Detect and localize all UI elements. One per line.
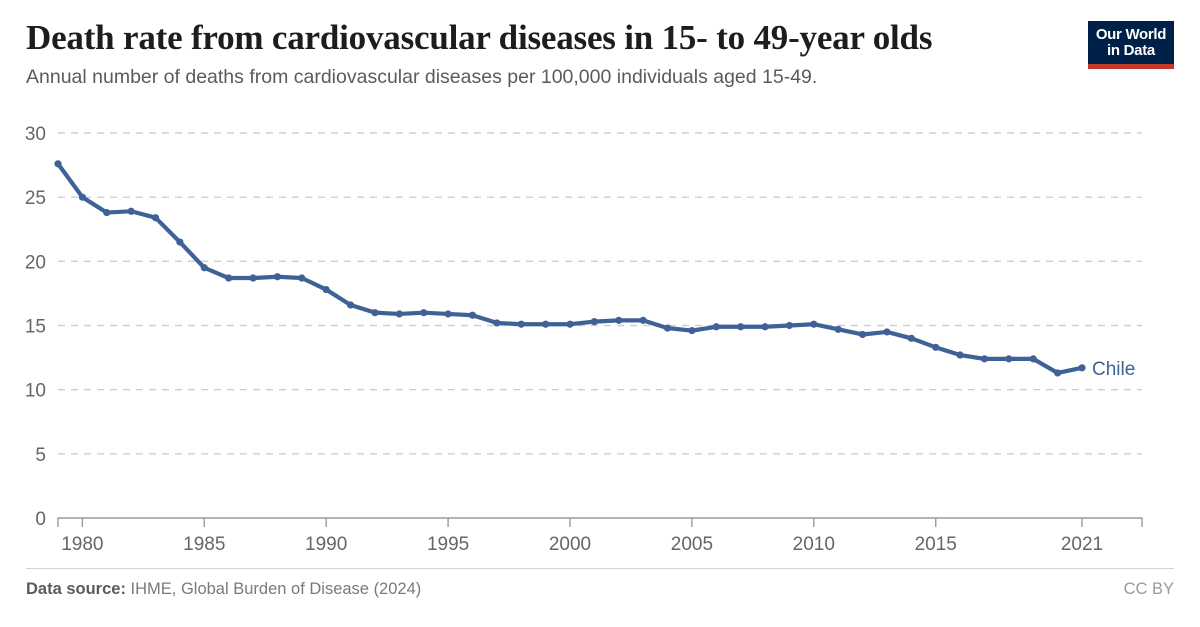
data-point[interactable] bbox=[151, 214, 160, 222]
data-point[interactable] bbox=[688, 327, 696, 335]
data-point[interactable] bbox=[858, 330, 867, 339]
x-axis-tick-label: 2021 bbox=[1061, 534, 1103, 555]
y-axis-tick-label: 10 bbox=[25, 381, 46, 402]
y-axis-tick-label: 25 bbox=[25, 188, 46, 209]
data-point[interactable] bbox=[127, 207, 135, 215]
data-point[interactable] bbox=[176, 238, 184, 246]
data-point[interactable] bbox=[395, 310, 403, 318]
x-axis-line bbox=[57, 517, 1143, 527]
data-source-label: Data source: bbox=[26, 579, 126, 598]
logo-line-2: in Data bbox=[1107, 42, 1155, 60]
data-point[interactable] bbox=[737, 323, 745, 331]
x-axis-tick-label: 1990 bbox=[305, 534, 347, 555]
data-source-value: IHME, Global Burden of Disease (2024) bbox=[125, 579, 422, 598]
data-point[interactable] bbox=[810, 320, 818, 328]
data-point[interactable] bbox=[371, 309, 379, 317]
chart-subtitle: Annual number of deaths from cardiovascu… bbox=[26, 66, 818, 89]
data-source: Data source: IHME, Global Burden of Dise… bbox=[26, 580, 421, 599]
data-point[interactable] bbox=[542, 320, 550, 328]
license-label[interactable]: CC BY bbox=[1123, 579, 1174, 598]
x-axis-tick-label: 2015 bbox=[915, 534, 957, 555]
data-point[interactable] bbox=[103, 208, 111, 217]
y-axis-labels-group: 0 5 10 15 20 25 30 bbox=[25, 124, 46, 530]
x-axis-group bbox=[57, 517, 1143, 527]
series-label-group[interactable]: Chile bbox=[1092, 359, 1135, 380]
x-axis-tick-label: 2005 bbox=[671, 534, 713, 555]
data-point[interactable] bbox=[615, 316, 623, 324]
y-axis-tick-label: 15 bbox=[25, 317, 46, 338]
data-point[interactable] bbox=[566, 320, 574, 328]
data-point[interactable] bbox=[712, 323, 720, 331]
x-axis-tick-label: 1980 bbox=[61, 534, 103, 555]
y-axis-tick-label: 5 bbox=[35, 445, 46, 466]
data-point[interactable] bbox=[298, 274, 306, 282]
chart-footer: Data source: IHME, Global Burden of Dise… bbox=[26, 568, 1174, 609]
data-point[interactable] bbox=[493, 319, 501, 327]
series-label-chile[interactable]: Chile bbox=[1092, 359, 1135, 380]
data-point[interactable] bbox=[468, 311, 477, 319]
data-point[interactable] bbox=[1005, 355, 1013, 363]
data-point[interactable] bbox=[346, 301, 355, 309]
data-point[interactable] bbox=[225, 274, 233, 282]
x-axis-labels-group: 1980 1985 1990 1995 2000 2005 2010 2015 2021 bbox=[61, 534, 1103, 555]
plot-area[interactable]: 0 5 10 15 20 25 30 1980 1985 1990 1995 2000 2005 201… bbox=[0, 108, 1200, 558]
data-point[interactable] bbox=[907, 334, 915, 342]
data-point[interactable] bbox=[761, 323, 769, 331]
data-point[interactable] bbox=[1029, 355, 1037, 363]
data-point[interactable] bbox=[249, 274, 257, 282]
data-point[interactable] bbox=[200, 264, 208, 272]
data-point[interactable] bbox=[980, 355, 989, 363]
data-point[interactable] bbox=[322, 285, 330, 294]
data-point[interactable] bbox=[517, 320, 525, 328]
y-axis-tick-label: 30 bbox=[25, 124, 46, 145]
y-axis-tick-label: 0 bbox=[35, 509, 46, 530]
data-point[interactable] bbox=[956, 351, 964, 359]
x-axis-tick-label: 2010 bbox=[793, 534, 835, 555]
data-series-group[interactable] bbox=[54, 160, 1086, 377]
data-point[interactable] bbox=[1054, 369, 1062, 377]
data-point[interactable] bbox=[932, 343, 940, 351]
data-point[interactable] bbox=[78, 193, 86, 201]
our-world-in-data-logo[interactable]: Our World in Data bbox=[1088, 21, 1174, 70]
chart-header: Death rate from cardiovascular diseases … bbox=[0, 0, 1200, 90]
x-axis-tick-label: 2000 bbox=[549, 534, 591, 555]
data-point[interactable] bbox=[420, 309, 428, 317]
x-axis-tick-label: 1995 bbox=[427, 534, 469, 555]
data-point[interactable] bbox=[444, 310, 452, 318]
data-point[interactable] bbox=[590, 318, 598, 326]
series-line[interactable] bbox=[55, 161, 1085, 376]
data-point[interactable] bbox=[273, 273, 282, 281]
data-point[interactable] bbox=[785, 321, 794, 330]
data-point[interactable] bbox=[834, 325, 842, 333]
data-point[interactable] bbox=[54, 160, 62, 168]
line-chart-svg[interactable]: 0 5 10 15 20 25 30 1980 1985 1990 1995 2000 2005 201… bbox=[0, 108, 1200, 558]
data-point[interactable] bbox=[1078, 364, 1086, 372]
gridlines-group bbox=[58, 132, 1142, 455]
x-axis-tick-label: 1985 bbox=[183, 534, 225, 555]
page-title: Death rate from cardiovascular diseases … bbox=[26, 18, 933, 57]
data-point[interactable] bbox=[883, 328, 891, 336]
logo-line-1: Our World bbox=[1095, 26, 1167, 43]
data-point[interactable] bbox=[663, 324, 672, 332]
y-axis-tick-label: 20 bbox=[25, 252, 46, 273]
data-point[interactable] bbox=[639, 316, 647, 324]
